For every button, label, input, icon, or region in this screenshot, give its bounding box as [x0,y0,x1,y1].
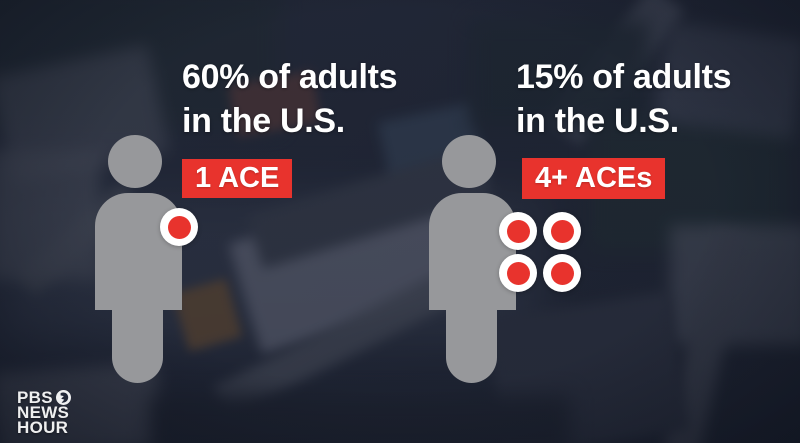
ace-dot-center [506,261,530,285]
logo-line-hour: HOUR [17,418,69,437]
ace-badge-right: 4+ ACEs [522,158,666,199]
person-silhouette-left [95,135,182,383]
person-head [108,135,162,188]
ace-dot [160,208,198,246]
ace-dot-center [167,215,191,239]
ace-dot [543,212,581,250]
logo-line-news: NEWS [17,403,70,422]
person-silhouette-right [429,135,516,383]
ace-dot [499,212,537,250]
person-head [442,135,496,188]
stat-right-line1: 15% of adults [516,58,732,96]
ace-dot-group-right [499,212,581,292]
stat-text-right: 15% of adults in the U.S. [516,55,732,143]
stat-text-left: 60% of adults in the U.S. [182,55,398,143]
ace-dot-center [550,261,574,285]
pbs-head-icon [55,390,71,405]
ace-dot-center [506,219,530,243]
pbs-newshour-logo: PBS NEWS HOUR [17,388,71,437]
stat-right-line2: in the U.S. [516,102,679,140]
ace-dot-group-left [160,208,242,246]
logo-line-pbs: PBS [17,388,53,407]
person-legs [112,280,163,383]
ace-dot-center [550,219,574,243]
ace-badge-left: 1 ACE [182,159,293,198]
person-legs [446,280,497,383]
ace-dot [543,254,581,292]
stat-left-line2: in the U.S. [182,102,345,140]
stat-left-line1: 60% of adults [182,58,398,96]
ace-dot [499,254,537,292]
